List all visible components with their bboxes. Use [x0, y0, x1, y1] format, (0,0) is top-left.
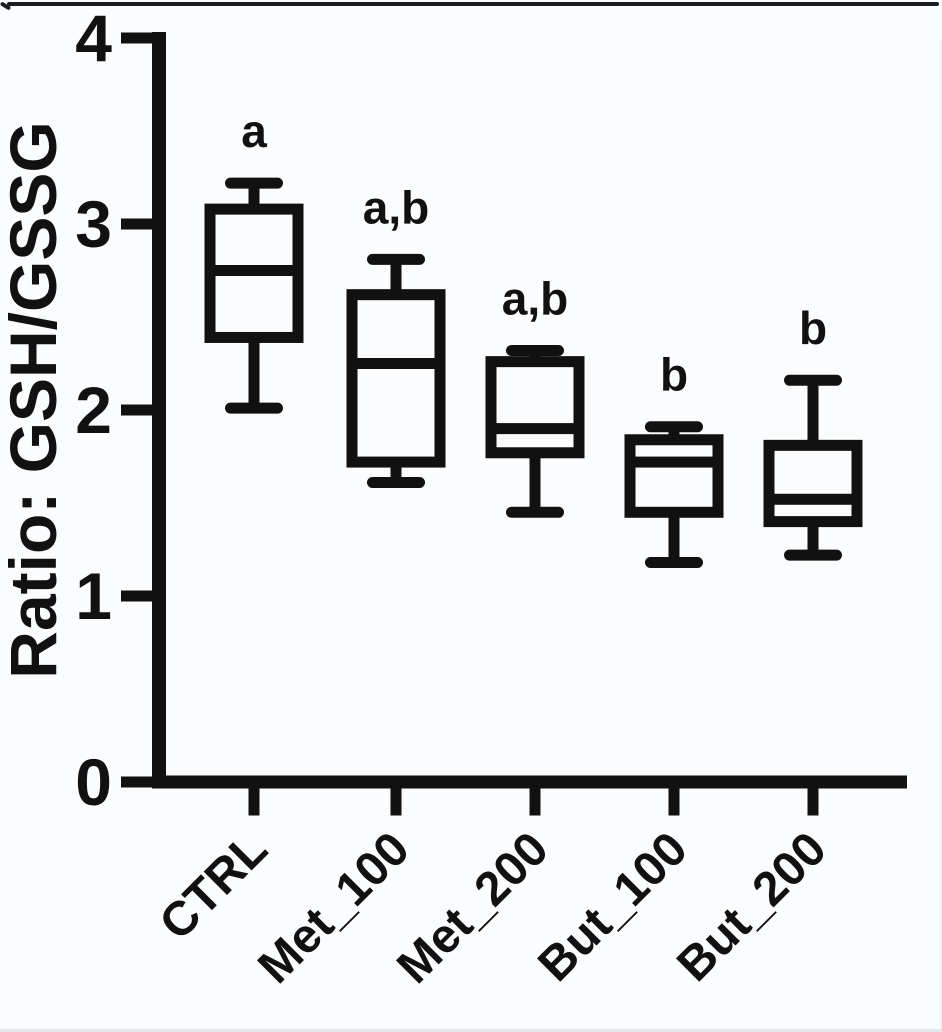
- whisker-lower: [807, 519, 819, 556]
- significance-letter: a: [241, 105, 267, 157]
- box-rect: [346, 289, 446, 468]
- x-category-label: But_200: [667, 822, 837, 992]
- y-tick: [121, 218, 152, 230]
- x-category-label: But_100: [528, 822, 698, 992]
- box-group-But_200: But_200 b: [667, 302, 863, 992]
- significance-letter: b: [660, 349, 688, 401]
- x-tick: [529, 787, 541, 816]
- whisker-lower: [390, 460, 402, 483]
- y-tick: [121, 776, 152, 788]
- whisker-upper: [807, 380, 819, 448]
- whisker-lower: [668, 510, 680, 563]
- whisker-cap-top: [645, 421, 703, 433]
- x-axis-line: [152, 775, 907, 789]
- x-category-label: Met_200: [387, 822, 558, 993]
- median-line: [485, 423, 585, 435]
- box-rect: [624, 434, 724, 518]
- x-tick: [807, 787, 819, 816]
- significance-letter: b: [799, 302, 827, 354]
- whisker-cap-bottom: [645, 557, 703, 569]
- whisker-cap-top: [784, 374, 842, 386]
- median-line: [763, 493, 863, 505]
- x-tick: [668, 787, 680, 816]
- median-line: [204, 265, 304, 276]
- image-top-border: [7, 2, 939, 6]
- whisker-lower: [248, 335, 260, 409]
- x-tick: [248, 787, 260, 816]
- whisker-upper: [668, 426, 680, 442]
- whisker-cap-top: [506, 344, 564, 356]
- significance-letter: a,b: [363, 181, 429, 233]
- whisker-lower: [529, 450, 541, 513]
- whisker-cap-bottom: [367, 477, 425, 489]
- median-line: [346, 358, 446, 369]
- whisker-cap-bottom: [784, 549, 842, 561]
- y-tick-label: 2: [75, 373, 112, 447]
- box-group-But_100: But_100 b: [528, 349, 724, 992]
- y-tick: [121, 404, 152, 416]
- y-tick-label: 4: [75, 1, 112, 75]
- box-group-Met_100: Met_100 a,b: [248, 181, 446, 994]
- box-rect: [763, 439, 863, 528]
- image-bottom-border: [0, 1029, 942, 1032]
- whisker-cap-bottom: [506, 506, 564, 518]
- box-rect: [485, 356, 585, 459]
- image-right-border: [940, 40, 942, 1032]
- x-category-label: CTRL: [150, 822, 278, 950]
- x-tick: [390, 787, 402, 816]
- whisker-cap-bottom: [225, 402, 283, 414]
- whisker-cap-top: [225, 177, 283, 189]
- y-tick-label: 3: [75, 187, 112, 261]
- median-line: [624, 456, 724, 468]
- y-tick-label: 1: [75, 559, 112, 633]
- whisker-cap-top: [367, 253, 425, 265]
- y-tick-label: 0: [75, 745, 112, 819]
- y-axis-line: [152, 32, 166, 789]
- whisker-upper: [390, 259, 402, 297]
- y-tick: [121, 32, 152, 44]
- x-category-label: Met_100: [248, 822, 419, 993]
- box-group-CTRL: CTRL a: [150, 105, 304, 950]
- significance-letter: a,b: [502, 272, 568, 324]
- whisker-upper: [248, 183, 260, 212]
- box-group-Met_200: Met_200 a,b: [387, 272, 585, 994]
- y-tick: [121, 590, 152, 602]
- y-axis-title: Ratio: GSH/GSSG: [0, 121, 70, 678]
